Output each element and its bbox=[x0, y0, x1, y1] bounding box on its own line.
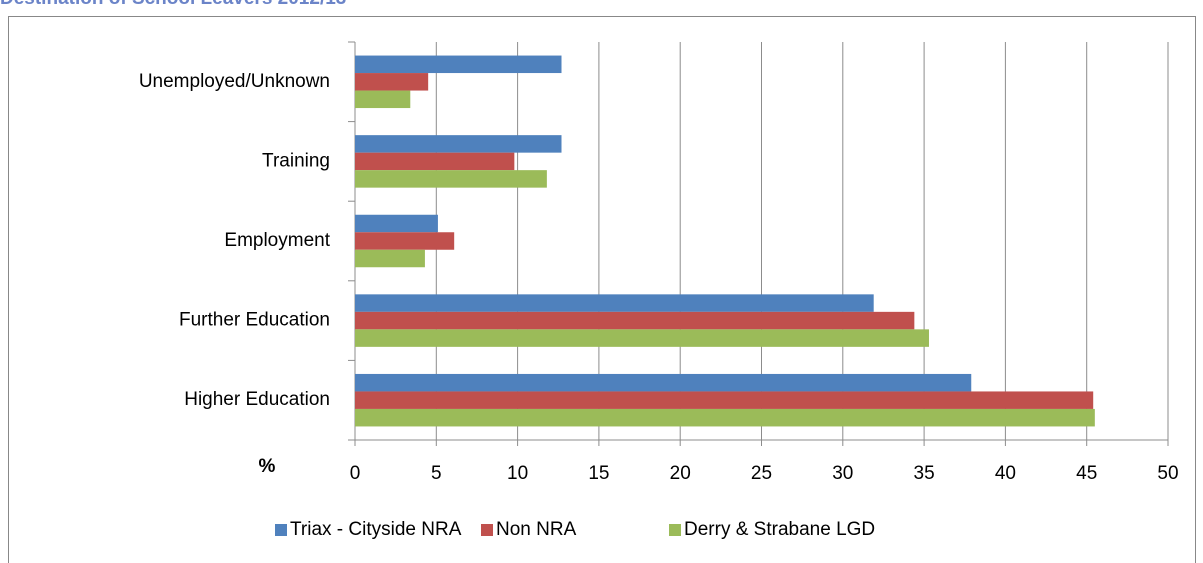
bar bbox=[355, 373, 972, 392]
bar bbox=[355, 311, 915, 330]
bar bbox=[355, 232, 455, 250]
bar bbox=[355, 249, 425, 268]
bar bbox=[355, 90, 411, 109]
bar bbox=[355, 408, 1095, 427]
bar bbox=[355, 214, 438, 233]
bar bbox=[355, 391, 1094, 409]
bar bbox=[355, 55, 562, 74]
y-tick-label: Training bbox=[262, 150, 330, 171]
bar bbox=[355, 152, 515, 171]
x-tick-label: 5 bbox=[431, 463, 442, 484]
x-tick-label: 45 bbox=[1076, 463, 1097, 484]
x-tick-label: 10 bbox=[507, 463, 528, 484]
legend-label: Non NRA bbox=[496, 519, 577, 540]
legend-swatch bbox=[275, 524, 287, 536]
y-tick-label: Unemployed/Unknown bbox=[139, 71, 330, 92]
bar bbox=[355, 73, 429, 91]
x-tick-label: 0 bbox=[350, 463, 361, 484]
y-tick-label: Higher Education bbox=[184, 389, 330, 410]
legend-swatch bbox=[481, 524, 493, 536]
x-axis-label: % bbox=[259, 456, 276, 477]
bar bbox=[355, 135, 562, 153]
x-tick-label: 40 bbox=[995, 463, 1016, 484]
bar bbox=[355, 170, 547, 188]
y-tick-label: Employment bbox=[224, 230, 330, 251]
y-tick-label: Further Education bbox=[179, 310, 330, 331]
legend-swatch bbox=[669, 524, 681, 536]
x-tick-label: 25 bbox=[751, 463, 772, 484]
bar bbox=[355, 329, 929, 347]
legend-label: Triax - Cityside NRA bbox=[290, 519, 462, 540]
x-tick-label: 15 bbox=[588, 463, 609, 484]
legend-label: Derry & Strabane LGD bbox=[684, 519, 875, 540]
x-tick-label: 30 bbox=[832, 463, 853, 484]
x-tick-label: 20 bbox=[670, 463, 691, 484]
x-tick-label: 50 bbox=[1157, 463, 1178, 484]
chart-title: Destination of School Leavers 2012/13 bbox=[0, 0, 346, 9]
x-tick-label: 35 bbox=[914, 463, 935, 484]
chart-frame bbox=[8, 16, 1196, 563]
bar bbox=[355, 294, 874, 312]
